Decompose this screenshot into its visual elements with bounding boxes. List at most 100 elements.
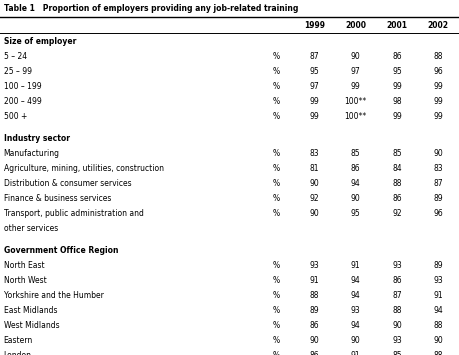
Text: East Midlands: East Midlands xyxy=(4,306,57,315)
Text: 86: 86 xyxy=(310,351,319,355)
Text: %: % xyxy=(273,164,280,173)
Text: 93: 93 xyxy=(309,261,319,270)
Text: %: % xyxy=(273,97,280,106)
Text: 91: 91 xyxy=(351,351,360,355)
Text: 89: 89 xyxy=(434,194,443,203)
Text: 2000: 2000 xyxy=(345,21,366,30)
Text: other services: other services xyxy=(4,224,58,233)
Text: 90: 90 xyxy=(433,336,443,345)
Text: Agriculture, mining, utilities, construction: Agriculture, mining, utilities, construc… xyxy=(4,164,164,173)
Text: 95: 95 xyxy=(351,209,361,218)
Text: 90: 90 xyxy=(309,209,319,218)
Text: 96: 96 xyxy=(433,67,443,76)
Text: 5 – 24: 5 – 24 xyxy=(4,52,27,61)
Text: 99: 99 xyxy=(392,82,402,91)
Text: 90: 90 xyxy=(351,52,361,61)
Text: 93: 93 xyxy=(351,306,361,315)
Text: 90: 90 xyxy=(309,179,319,188)
Text: 90: 90 xyxy=(392,321,402,330)
Text: 89: 89 xyxy=(434,261,443,270)
Text: 95: 95 xyxy=(309,67,319,76)
Text: 500 +: 500 + xyxy=(4,112,27,121)
Text: 88: 88 xyxy=(434,351,443,355)
Text: 100**: 100** xyxy=(345,97,367,106)
Text: 86: 86 xyxy=(392,194,402,203)
Text: London: London xyxy=(4,351,32,355)
Text: 90: 90 xyxy=(433,149,443,158)
Text: 94: 94 xyxy=(351,321,361,330)
Text: 94: 94 xyxy=(351,179,361,188)
Text: 1999: 1999 xyxy=(304,21,325,30)
Text: %: % xyxy=(273,321,280,330)
Text: Size of employer: Size of employer xyxy=(4,37,76,46)
Text: Eastern: Eastern xyxy=(4,336,33,345)
Text: 99: 99 xyxy=(351,82,361,91)
Text: 99: 99 xyxy=(392,112,402,121)
Text: 2001: 2001 xyxy=(386,21,408,30)
Text: 86: 86 xyxy=(392,52,402,61)
Text: North West: North West xyxy=(4,276,46,285)
Text: 88: 88 xyxy=(392,179,402,188)
Text: 83: 83 xyxy=(434,164,443,173)
Text: 87: 87 xyxy=(434,179,443,188)
Text: %: % xyxy=(273,67,280,76)
Text: %: % xyxy=(273,179,280,188)
Text: 98: 98 xyxy=(392,97,402,106)
Text: Industry sector: Industry sector xyxy=(4,134,70,143)
Text: 95: 95 xyxy=(392,67,402,76)
Text: Government Office Region: Government Office Region xyxy=(4,246,118,255)
Text: 86: 86 xyxy=(392,276,402,285)
Text: 100 – 199: 100 – 199 xyxy=(4,82,41,91)
Text: 93: 93 xyxy=(392,336,402,345)
Text: 99: 99 xyxy=(433,82,443,91)
Text: 91: 91 xyxy=(310,276,319,285)
Text: 86: 86 xyxy=(351,164,360,173)
Text: 84: 84 xyxy=(392,164,402,173)
Text: %: % xyxy=(273,52,280,61)
Text: 99: 99 xyxy=(309,97,319,106)
Text: Yorkshire and the Humber: Yorkshire and the Humber xyxy=(4,291,104,300)
Text: 97: 97 xyxy=(351,67,361,76)
Text: %: % xyxy=(273,194,280,203)
Text: 90: 90 xyxy=(351,194,361,203)
Text: 85: 85 xyxy=(351,149,360,158)
Text: 93: 93 xyxy=(433,276,443,285)
Text: Manufacturing: Manufacturing xyxy=(4,149,60,158)
Text: 99: 99 xyxy=(433,97,443,106)
Text: 94: 94 xyxy=(351,291,361,300)
Text: 94: 94 xyxy=(433,306,443,315)
Text: %: % xyxy=(273,209,280,218)
Text: 86: 86 xyxy=(310,321,319,330)
Text: 200 – 499: 200 – 499 xyxy=(4,97,41,106)
Text: 85: 85 xyxy=(392,351,402,355)
Text: 88: 88 xyxy=(434,52,443,61)
Text: 83: 83 xyxy=(310,149,319,158)
Text: 90: 90 xyxy=(309,336,319,345)
Text: 91: 91 xyxy=(351,261,360,270)
Text: 89: 89 xyxy=(310,306,319,315)
Text: 87: 87 xyxy=(310,52,319,61)
Text: Distribution & consumer services: Distribution & consumer services xyxy=(4,179,131,188)
Text: %: % xyxy=(273,149,280,158)
Text: 81: 81 xyxy=(310,164,319,173)
Text: %: % xyxy=(273,291,280,300)
Text: %: % xyxy=(273,276,280,285)
Text: Transport, public administration and: Transport, public administration and xyxy=(4,209,144,218)
Text: 88: 88 xyxy=(310,291,319,300)
Text: 99: 99 xyxy=(433,112,443,121)
Text: 94: 94 xyxy=(351,276,361,285)
Text: 91: 91 xyxy=(434,291,443,300)
Text: 88: 88 xyxy=(434,321,443,330)
Text: %: % xyxy=(273,112,280,121)
Text: North East: North East xyxy=(4,261,45,270)
Text: 90: 90 xyxy=(351,336,361,345)
Text: 25 – 99: 25 – 99 xyxy=(4,67,32,76)
Text: 97: 97 xyxy=(309,82,319,91)
Text: Finance & business services: Finance & business services xyxy=(4,194,111,203)
Text: %: % xyxy=(273,351,280,355)
Text: 100**: 100** xyxy=(345,112,367,121)
Text: %: % xyxy=(273,82,280,91)
Text: 92: 92 xyxy=(310,194,319,203)
Text: Table 1   Proportion of employers providing any job-related training: Table 1 Proportion of employers providin… xyxy=(4,4,298,13)
Text: 85: 85 xyxy=(392,149,402,158)
